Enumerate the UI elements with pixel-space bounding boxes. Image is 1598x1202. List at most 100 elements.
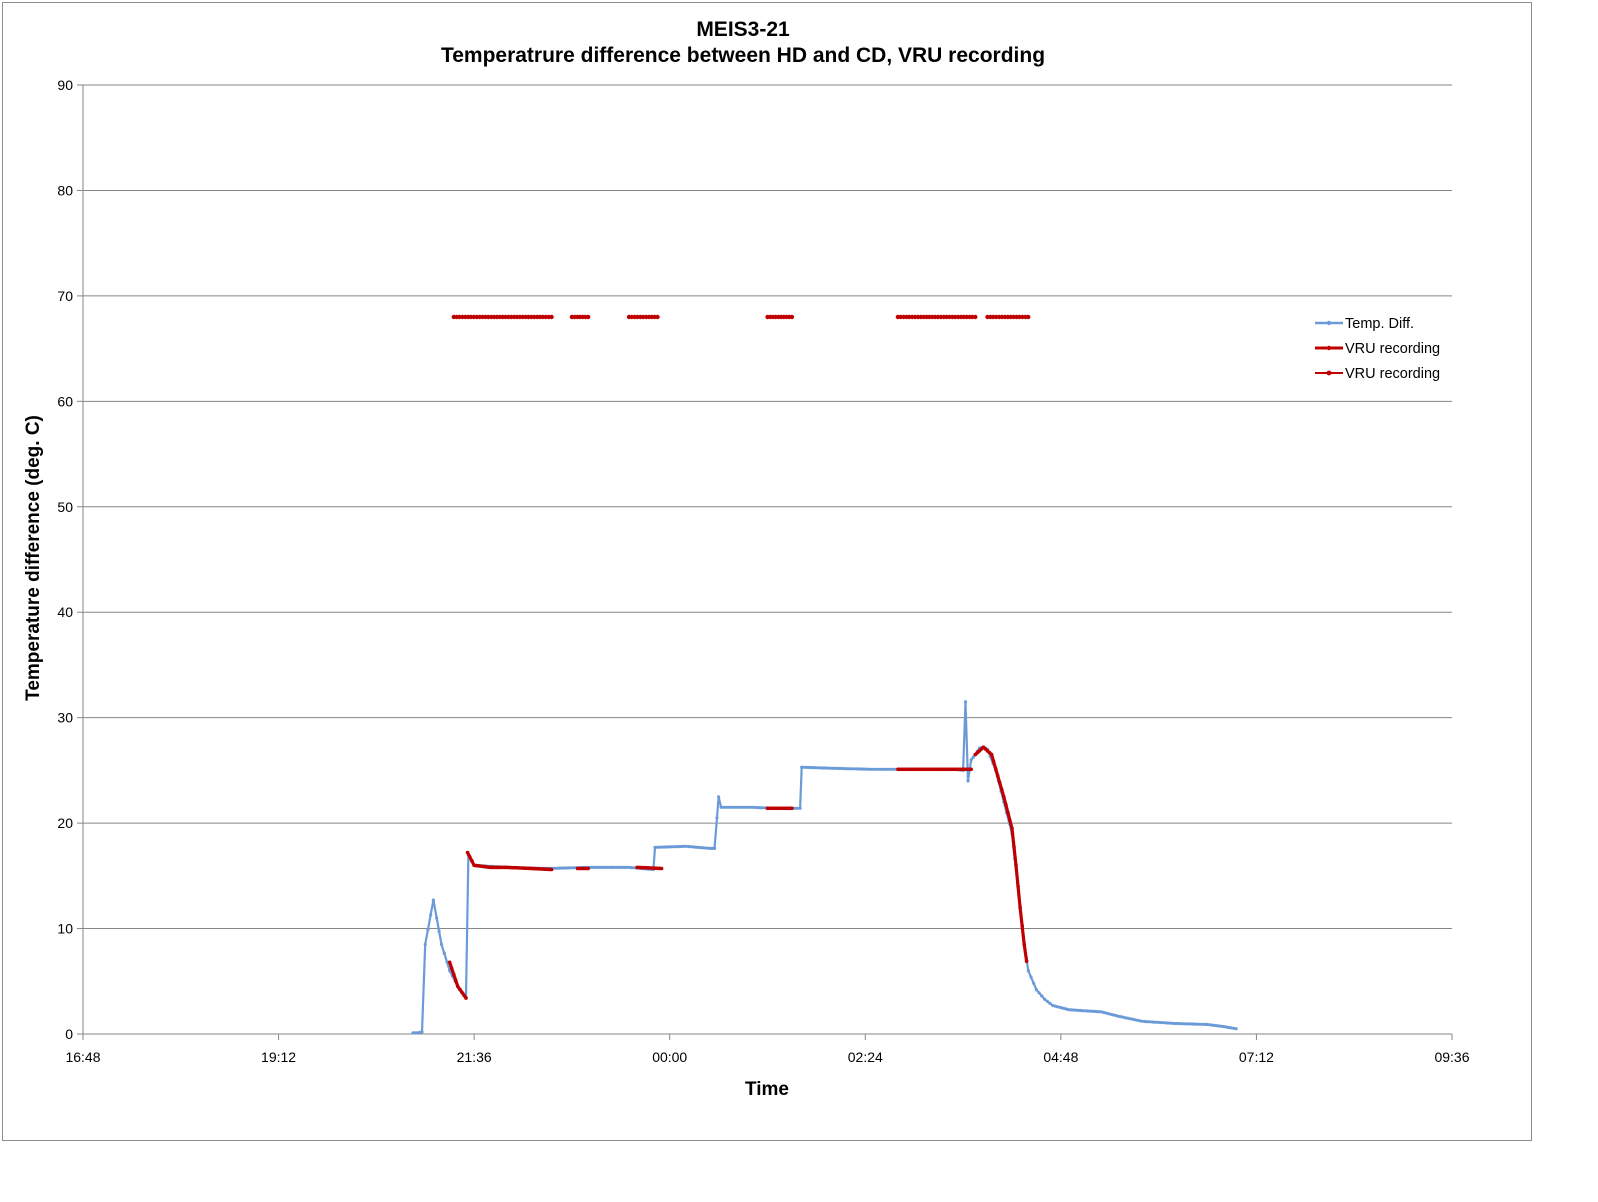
temp-diff-point xyxy=(415,1031,419,1035)
temp-diff-point xyxy=(667,845,671,849)
temp-diff-point xyxy=(442,951,446,955)
temp-diff-point xyxy=(724,805,728,809)
x-tick-label: 00:00 xyxy=(652,1049,687,1065)
temp-diff-point xyxy=(601,865,605,870)
temp-diff-point xyxy=(1168,1021,1172,1025)
temp-diff-point xyxy=(627,865,631,870)
vru-recording-flag-point xyxy=(1026,314,1031,320)
temp-diff-point xyxy=(610,865,614,870)
temp-diff-point xyxy=(1072,1008,1076,1012)
temp-diff-point xyxy=(426,928,430,932)
vru-recording-point xyxy=(997,780,1002,785)
legend-marker-vru-recording-2 xyxy=(1326,370,1332,376)
temp-diff-point xyxy=(696,845,700,850)
temp-diff-point xyxy=(722,805,726,809)
temp-diff-point xyxy=(655,845,660,849)
temp-diff-point xyxy=(963,700,968,704)
temp-diff-point xyxy=(417,1030,422,1034)
temp-diff-point xyxy=(613,865,617,870)
temp-diff-point xyxy=(670,845,674,849)
vru-recording-point xyxy=(1024,959,1029,963)
temp-diff-point xyxy=(717,795,721,799)
vru-recording-line xyxy=(974,745,1029,962)
axes-layer: 0 10 20 30 40 50 60 70 80 90 16:48 19:12 21:36 00:00 0… xyxy=(57,77,1469,1065)
temp-diff-point xyxy=(423,942,427,947)
temp-diff-point xyxy=(1145,1020,1149,1024)
temp-diff-point xyxy=(712,846,717,851)
vru-recording-point xyxy=(586,866,590,871)
temp-diff-point xyxy=(862,767,866,771)
temp-diff-point xyxy=(804,765,809,770)
temp-diff-point xyxy=(828,766,832,770)
temp-diff-point xyxy=(1190,1022,1195,1026)
temp-diff-point xyxy=(598,865,602,870)
vru-recording-point xyxy=(1020,924,1024,928)
temp-diff-point xyxy=(1227,1025,1231,1030)
temp-diff-point xyxy=(1053,1004,1057,1008)
x-axis-title: Time xyxy=(745,1079,789,1100)
temp-diff-point xyxy=(1160,1021,1164,1025)
temp-diff-point xyxy=(742,805,746,809)
vru-recording-point xyxy=(452,972,456,977)
temp-diff-point xyxy=(622,865,626,870)
temp-diff-point xyxy=(420,1030,424,1034)
temp-diff-point xyxy=(833,766,837,770)
temp-diff-point xyxy=(754,805,758,810)
vru-recording-flag-point xyxy=(789,314,795,320)
temp-diff-point xyxy=(689,845,693,849)
temp-diff-point xyxy=(1165,1021,1169,1025)
vru-recording-point xyxy=(454,978,458,983)
temp-diff-point xyxy=(435,916,439,920)
temp-diff-point xyxy=(694,845,698,849)
temp-diff-point xyxy=(593,865,598,870)
series-layer xyxy=(411,314,1238,1035)
temp-diff-point xyxy=(1040,994,1044,998)
x-tick-label: 02:24 xyxy=(848,1049,883,1065)
temp-diff-point xyxy=(1203,1022,1207,1026)
temp-diff-point xyxy=(719,805,723,809)
x-tick-label: 21:36 xyxy=(457,1049,492,1065)
temp-diff-point xyxy=(1131,1017,1135,1021)
temp-diff-point xyxy=(1140,1019,1144,1023)
temp-diff-point xyxy=(672,845,676,849)
temp-diff-point xyxy=(567,866,571,870)
temp-diff-point xyxy=(445,960,449,964)
temp-diff-point xyxy=(1067,1008,1071,1012)
temp-diff-point xyxy=(843,767,847,771)
y-axis-title: Temperature difference (deg. C) xyxy=(23,415,44,701)
temp-diff-point xyxy=(881,767,885,771)
temp-diff-point xyxy=(555,866,559,870)
temp-diff-point xyxy=(1062,1006,1066,1011)
temp-diff-point xyxy=(1121,1015,1125,1019)
legend-item-temp-diff: Temp. Diff. xyxy=(1315,316,1414,332)
temp-diff-point xyxy=(747,805,751,809)
temp-diff-point xyxy=(1128,1017,1132,1021)
legend-marker-vru-recording-1 xyxy=(1326,345,1332,351)
temp-diff-point xyxy=(826,766,830,770)
temp-diff-point xyxy=(1126,1016,1130,1020)
temp-diff-point xyxy=(617,865,622,870)
temp-diff-point xyxy=(560,866,564,870)
temp-diff-point xyxy=(565,866,569,870)
temp-diff-point xyxy=(682,844,686,849)
temp-diff-point xyxy=(1102,1010,1106,1015)
temp-diff-point xyxy=(761,806,766,810)
temp-diff-point xyxy=(1153,1020,1157,1024)
vru-recording-flag-point xyxy=(655,314,660,320)
temp-diff-point xyxy=(1173,1021,1177,1026)
vru-recording-point xyxy=(1006,810,1010,815)
temp-diff-point xyxy=(744,805,748,809)
temp-diff-point xyxy=(704,846,708,850)
temp-diff-point xyxy=(691,845,695,849)
temp-diff-point xyxy=(809,765,813,770)
temp-diff-point xyxy=(1138,1019,1142,1023)
temp-diff-point xyxy=(1163,1021,1167,1025)
temp-diff-point xyxy=(867,767,871,771)
temp-diff-point xyxy=(840,766,844,771)
temp-diff-point xyxy=(603,865,607,870)
temp-diff-point xyxy=(1093,1009,1097,1014)
vru-recording-point xyxy=(995,773,1000,778)
y-tick-label: 90 xyxy=(57,77,73,93)
temp-diff-point xyxy=(966,779,970,783)
vru-recording-point xyxy=(464,996,468,1000)
